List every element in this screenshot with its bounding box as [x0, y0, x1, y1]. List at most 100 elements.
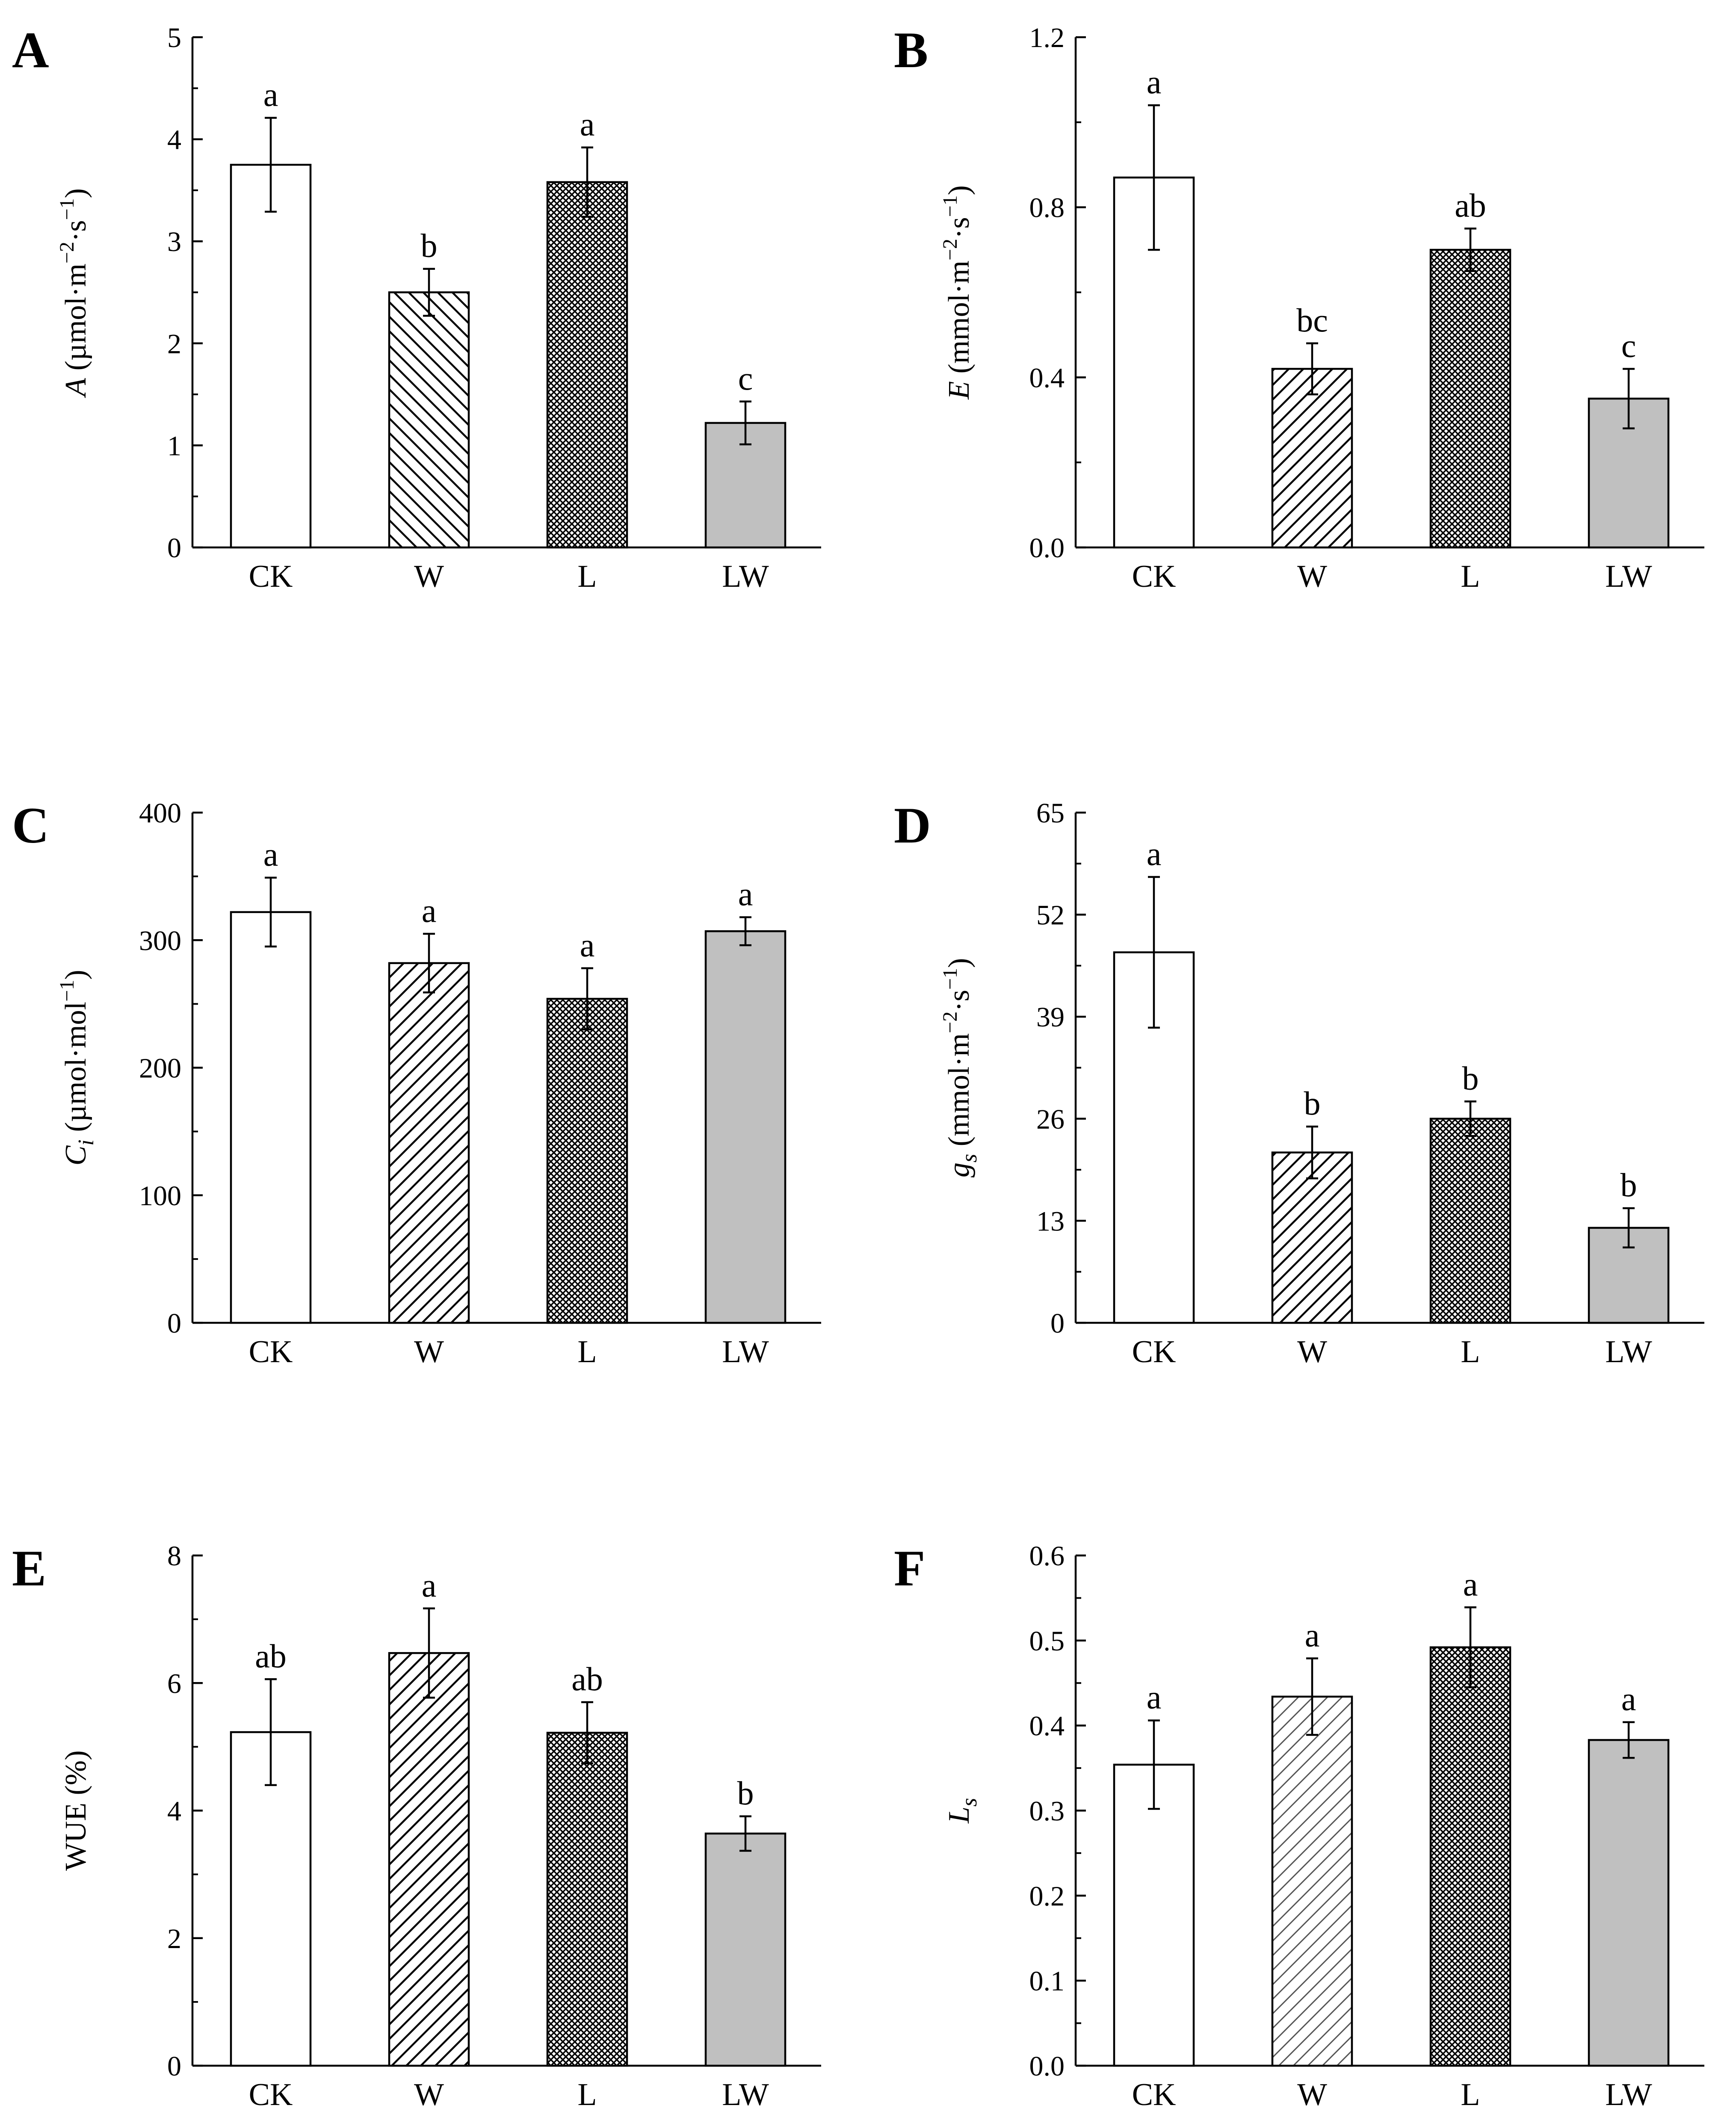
significance-label-ck: ab [255, 1637, 287, 1674]
error-bar-l [1464, 1606, 1476, 1688]
bar-w [388, 1652, 470, 2067]
error-bar-w [1306, 1125, 1318, 1180]
error-bar-ck [1148, 104, 1160, 251]
error-bar-lw [1623, 368, 1635, 429]
significance-label-l: a [580, 926, 595, 964]
y-tick-label: 0 [1050, 1308, 1065, 1339]
y-tick-label: 0.2 [1029, 1881, 1065, 1912]
error-bar-l [581, 1701, 593, 1765]
bar-lw [1588, 1739, 1670, 2067]
y-tick-label: 39 [1036, 1002, 1065, 1033]
error-bar-lw [1623, 1207, 1635, 1249]
bar-w [388, 291, 470, 549]
y-tick-label: 0.5 [1029, 1626, 1065, 1657]
x-tick-label-ck: CK [1132, 559, 1176, 594]
error-bar-lw [739, 1815, 751, 1852]
y-tick-label: 13 [1036, 1206, 1065, 1237]
error-bar-w [423, 933, 435, 993]
x-tick-label-l: L [1461, 559, 1480, 594]
error-bar-ck [1148, 1719, 1160, 1810]
error-bar-w [1306, 342, 1318, 396]
x-tick-label-ck: CK [249, 559, 293, 594]
significance-label-lw: c [738, 360, 753, 397]
panel-b: B 0.0 0.4 0.8 1.2 E (mmol·m−2·s−1) a CK bc Wab Lc L… [894, 21, 1704, 594]
error-bar-l [581, 967, 593, 1031]
x-tick-label-ck: CK [249, 2077, 293, 2112]
y-axis-title: gs (mmol·m−2·s−1) [939, 958, 982, 1177]
bar-l [1429, 248, 1511, 549]
y-tick-label: 6 [167, 1668, 181, 1699]
x-tick-label-lw: LW [722, 1334, 769, 1369]
y-tick-label: 52 [1036, 900, 1065, 931]
significance-label-ck: a [1147, 63, 1162, 101]
y-tick-label: 65 [1036, 798, 1065, 829]
panel-e: E 0 2 4 6 8 WUE (%) ab CK a Wab Lb LW [12, 1540, 821, 2112]
bar-ck [230, 911, 312, 1324]
y-tick-label: 100 [139, 1180, 181, 1212]
x-tick-label-w: W [1297, 559, 1327, 594]
error-bar-ck [265, 117, 277, 213]
y-tick-label: 3 [167, 226, 181, 257]
x-tick-label-w: W [414, 559, 444, 594]
x-tick-label-w: W [414, 1334, 444, 1369]
x-tick-label-l: L [1461, 1334, 1480, 1369]
x-tick-label-lw: LW [1605, 2077, 1652, 2112]
y-axis-title: A (µmol·m−2·s−1) [56, 188, 92, 398]
y-tick-label: 0.4 [1029, 1711, 1065, 1742]
y-tick-label: 0.0 [1029, 532, 1065, 564]
significance-label-lw: b [737, 1774, 754, 1812]
error-bar-w [423, 268, 435, 317]
error-bar-l [1464, 228, 1476, 272]
x-tick-label-l: L [577, 1334, 597, 1369]
x-tick-label-l: L [577, 2077, 597, 2112]
bar-ck [230, 164, 312, 549]
panel-letter-e: E [12, 1540, 46, 1597]
panel-letter-c: C [12, 797, 49, 854]
significance-label-l: ab [571, 1660, 603, 1697]
y-tick-label: 0 [167, 2051, 181, 2082]
bar-lw [704, 930, 787, 1324]
panel-d: D 0 13 26 39 52 65 gs (mmol·m−2·s−1) a CK b Wb Lb LW [894, 797, 1704, 1369]
bar-l [546, 181, 628, 549]
x-tick-label-w: W [1297, 2077, 1327, 2112]
y-tick-label: 1 [167, 430, 181, 461]
y-axis-title: Ls [943, 1798, 982, 1824]
y-tick-label: 0.3 [1029, 1796, 1065, 1827]
bar-w [388, 962, 470, 1324]
error-bar-lw [739, 916, 751, 946]
error-bar-ck [1148, 876, 1160, 1029]
x-tick-label-w: W [1297, 1334, 1327, 1369]
y-tick-label: 8 [167, 1541, 181, 1572]
significance-label-w: b [1304, 1085, 1321, 1122]
y-tick-label: 0.4 [1029, 362, 1065, 393]
y-tick-label: 1.2 [1029, 22, 1065, 53]
y-tick-label: 0.6 [1029, 1541, 1065, 1572]
error-bar-lw [739, 400, 751, 446]
y-tick-label: 0 [167, 1308, 181, 1339]
significance-label-ck: a [263, 76, 278, 113]
panel-letter-d: D [894, 797, 931, 854]
error-bar-w [423, 1607, 435, 1699]
y-tick-label: 0.8 [1029, 192, 1065, 224]
bar-lw [704, 1832, 787, 2067]
bar-w [1271, 368, 1353, 549]
y-tick-label: 2 [167, 1923, 181, 1954]
y-tick-label: 4 [167, 124, 181, 156]
panel-letter-b: B [894, 21, 928, 78]
y-tick-label: 300 [139, 925, 181, 956]
significance-label-ck: a [263, 836, 278, 873]
bar-ck [230, 1731, 312, 2067]
bar-w [1271, 1151, 1353, 1324]
y-tick-label: 5 [167, 22, 181, 53]
x-tick-label-lw: LW [1605, 559, 1652, 594]
significance-label-w: a [422, 892, 437, 929]
panel-c: C 0 100 200 300 400 Ci (µmol·mol−1) a CK a Wa La LW [12, 797, 821, 1369]
x-tick-label-ck: CK [1132, 2077, 1176, 2112]
error-bar-lw [1623, 1721, 1635, 1759]
y-tick-label: 2 [167, 328, 181, 360]
significance-label-w: a [1305, 1617, 1320, 1654]
significance-label-lw: c [1621, 327, 1636, 364]
y-tick-label: 26 [1036, 1104, 1065, 1135]
significance-label-w: b [421, 227, 438, 264]
panel-letter-a: A [12, 21, 49, 78]
